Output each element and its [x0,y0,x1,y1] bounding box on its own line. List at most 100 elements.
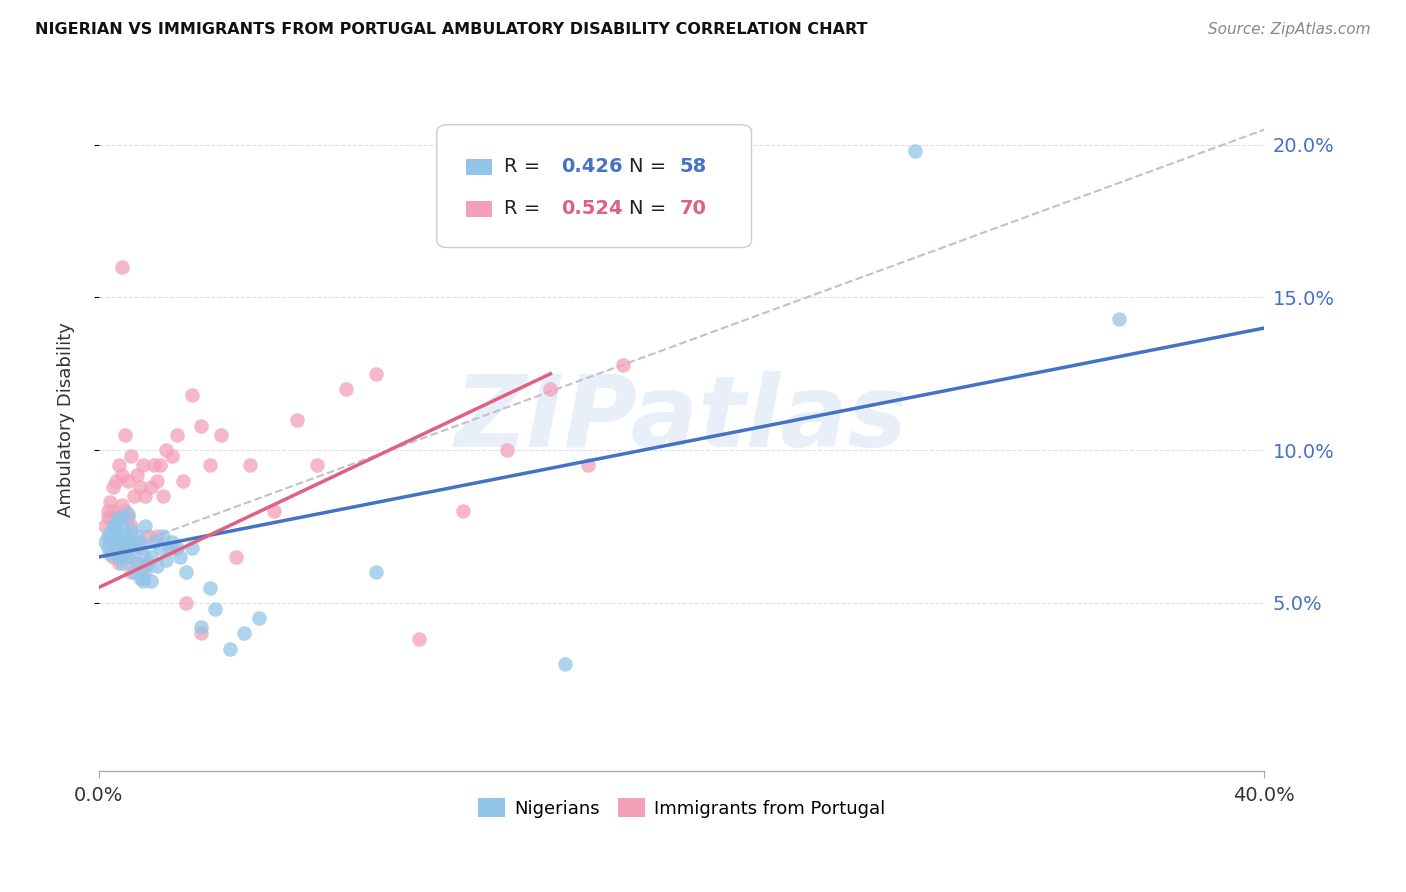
Point [108,510,131,524]
Point [103,549,125,564]
Point [495,443,517,458]
Text: 0.524: 0.524 [561,200,623,219]
Point [181,541,204,555]
Point [160,534,183,549]
Text: N =: N = [628,157,672,177]
Point [125,528,148,542]
Point [120,566,142,580]
Point [128,541,150,555]
Point [103,480,125,494]
Point [143,458,166,473]
Point [100,528,122,542]
Point [136,556,159,570]
Point [190,620,212,634]
Point [247,611,270,625]
Point [114,428,136,442]
Point [105,523,128,537]
Point [612,358,634,372]
Point [157,541,180,555]
Point [166,428,188,442]
Point [100,525,122,540]
Text: N =: N = [628,200,672,219]
Bar [465,159,492,175]
Point [111,498,134,512]
Point [117,508,139,522]
Point [155,443,177,458]
Point [117,549,139,564]
Point [174,596,197,610]
Point [169,549,191,564]
Point [117,474,139,488]
Point [120,519,142,533]
Point [96,504,118,518]
Point [125,556,148,570]
Point [233,626,256,640]
Point [172,474,194,488]
Point [307,458,329,473]
Point [108,528,131,542]
Point [190,418,212,433]
Y-axis label: Ambulatory Disability: Ambulatory Disability [58,322,75,517]
Point [108,549,131,564]
Point [105,516,128,531]
Point [408,632,430,647]
Point [111,534,134,549]
Point [190,626,212,640]
Point [108,458,131,473]
Point [114,541,136,555]
Point [105,541,128,555]
Point [114,544,136,558]
Point [198,581,221,595]
Point [128,480,150,494]
Point [146,559,169,574]
Point [111,513,134,527]
Text: R =: R = [505,200,547,219]
Point [136,528,159,542]
Point [100,495,122,509]
Point [364,566,387,580]
Point [105,513,128,527]
Point [146,474,169,488]
Point [122,489,145,503]
Text: ZIPatlas: ZIPatlas [456,371,908,468]
Point [335,382,357,396]
Point [155,553,177,567]
Point [134,519,156,533]
Point [540,382,562,396]
Point [174,566,197,580]
Point [100,534,122,549]
Point [263,504,285,518]
Point [141,480,163,494]
Point [209,428,232,442]
Point [117,549,139,564]
Point [143,534,166,549]
Point [111,467,134,482]
Point [120,538,142,552]
Point [364,367,387,381]
Bar [465,202,492,217]
Point [117,532,139,546]
Point [141,549,163,564]
Point [152,489,174,503]
Point [117,510,139,524]
Point [111,556,134,570]
Point [576,458,599,473]
Legend: Nigerians, Immigrants from Portugal: Nigerians, Immigrants from Portugal [471,791,893,825]
Point [131,571,153,585]
Point [125,467,148,482]
Point [122,541,145,555]
Point [122,534,145,549]
Point [103,538,125,552]
Point [128,534,150,549]
Point [134,559,156,574]
Point [122,566,145,580]
Point [131,547,153,561]
Point [96,541,118,555]
Point [114,504,136,518]
Point [128,571,150,585]
Point [111,260,134,274]
Point [152,528,174,542]
Point [131,458,153,473]
Point [96,510,118,524]
Point [149,541,172,555]
